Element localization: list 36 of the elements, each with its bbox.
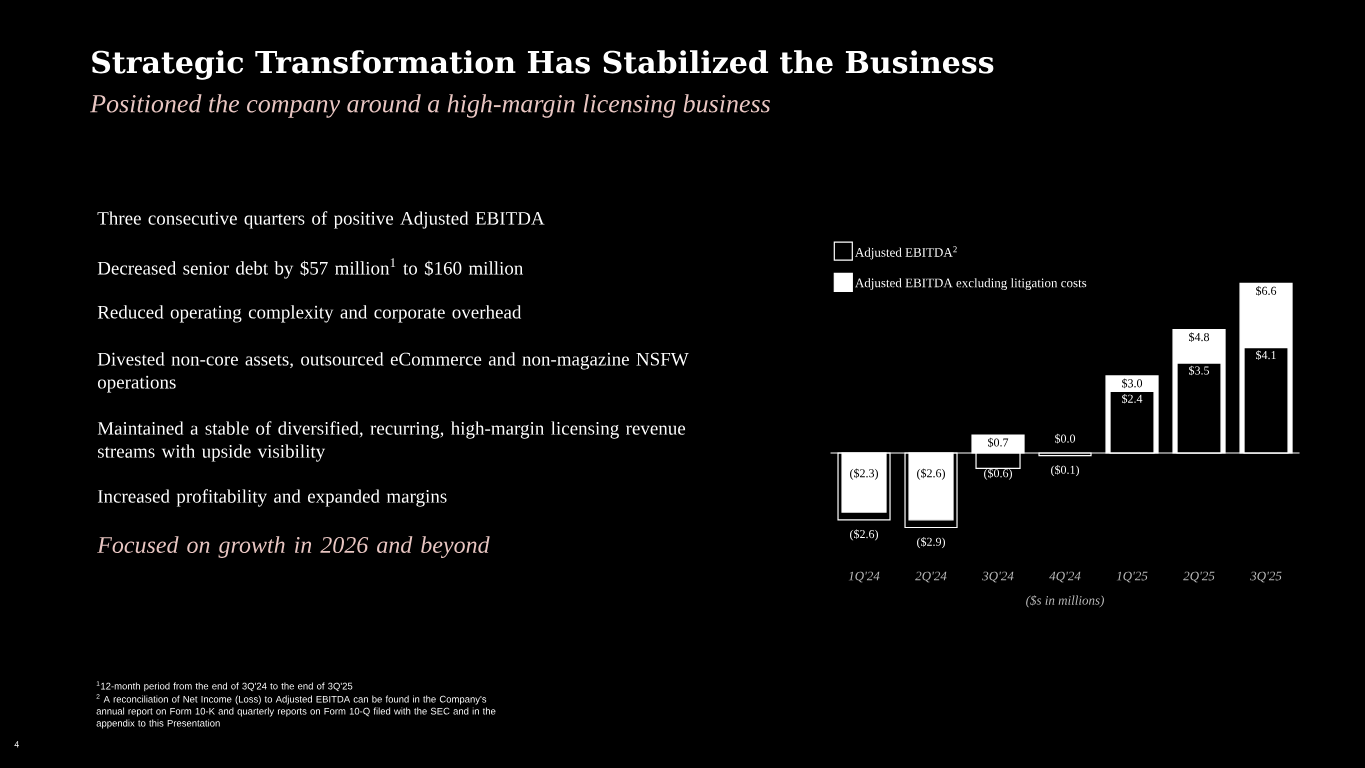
data-label: $0.7 [988,437,1009,448]
data-label: $3.0 [1122,378,1143,389]
legend-label: Adjusted EBITDA$^{2}$ [855,246,957,260]
data-label: ($2.6) [850,529,878,541]
text: $^{2}$ A reconciliation of Net Income (Loss) to Adjusted EBITDA can be found in the Company's annual report on Form 10-K and quarterly reports on Form 10-Q filed with the SEC and in the appendix to this Presentation [96,694,496,729]
x-tick-label: 1Q'25 [1116,571,1148,583]
x-tick-label: 4Q'24 [1049,571,1081,583]
text: Three consecutive quarters of positive Adjusted EBITDA [97,211,545,229]
x-tick-label: 3Q'24 [982,571,1014,583]
text: Strategic Transformation Has Stabilized the Business [92,50,994,80]
text: Reduced operating complexity and corporate overhead [97,305,522,323]
data-label: $4.1 [1256,350,1276,360]
data-label: ($2.9) [917,537,945,549]
data-label: $4.8 [1189,332,1210,342]
data-label: $2.4 [1122,394,1143,404]
text: $^{1}$12-month period from the end of 3Q'24 to the end of 3Q'25 [96,681,353,692]
data-label: ($0.1) [1051,465,1079,477]
data-label: ($2.3) [850,468,878,480]
data-label: $0.0 [1055,433,1076,444]
x-tick-label: 3Q'25 [1250,571,1282,583]
text: Positioned the company around a high-margin licensing business [90,94,770,118]
text: Decreased senior debt by $57 million$^{1}$ to $160 million [97,258,524,279]
x-tick-label: 1Q'24 [848,571,880,583]
data-label: $6.6 [1256,286,1277,296]
x-tick-label: 2Q'25 [1183,571,1215,583]
text: 4 [14,741,19,748]
data-label: ($0.6) [984,468,1012,480]
data-label: ($2.6) [917,468,945,480]
text: Divested non-core assets, outsourced eCommerce and non-magazine NSFW operations [97,352,689,393]
x-tick-label: 2Q'24 [915,571,947,583]
text: Maintained a stable of diversified, recurring, high-margin licensing revenue streams with upside visibility [97,421,686,462]
data-label: $3.5 [1189,365,1210,376]
text: Focused on growth in 2026 and beyond [97,536,490,559]
x-axis-title: ($s in millions) [1026,595,1104,608]
text: Increased profitability and expanded margins [97,489,447,507]
legend-label: Adjusted EBITDA excluding litigation costs [855,278,1087,290]
